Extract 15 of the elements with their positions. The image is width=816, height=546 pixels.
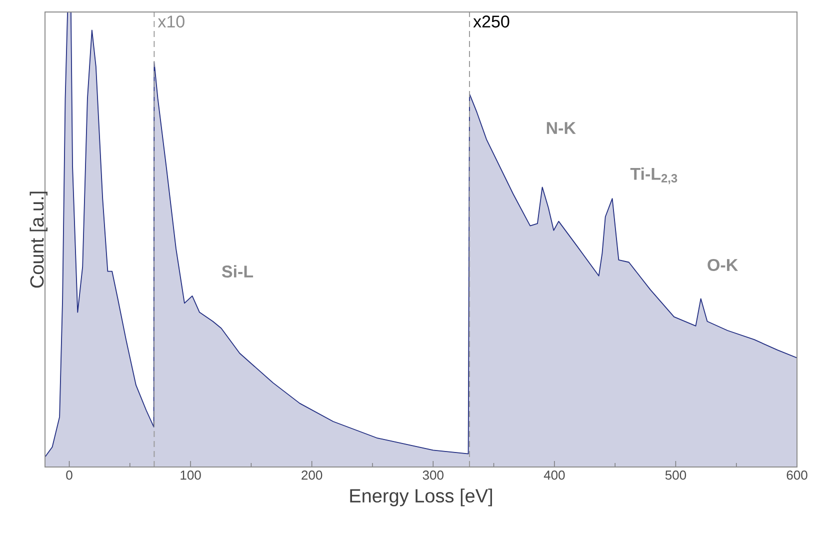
x-tick-label: 500 bbox=[665, 470, 686, 480]
x-axis-title: Energy Loss [eV] bbox=[350, 488, 492, 506]
x-tick-label: 400 bbox=[544, 470, 565, 480]
ref-line-label: x250 bbox=[473, 16, 510, 28]
annotation: Si-L bbox=[222, 265, 254, 278]
annotation: O-K bbox=[708, 258, 738, 271]
x-tick-label: 0 bbox=[66, 470, 72, 480]
ref-line-label: x10 bbox=[158, 16, 184, 28]
x-tick-label: 300 bbox=[422, 470, 444, 480]
annotation: N-K bbox=[546, 122, 576, 134]
y-axis-title: Count [a.u.] bbox=[30, 192, 48, 288]
annotation: Ti-L$_{2,3}$ bbox=[630, 167, 678, 184]
x-tick-label: 600 bbox=[786, 470, 808, 480]
x-tick-label: 100 bbox=[180, 470, 201, 480]
x-tick-label: 200 bbox=[302, 470, 322, 480]
